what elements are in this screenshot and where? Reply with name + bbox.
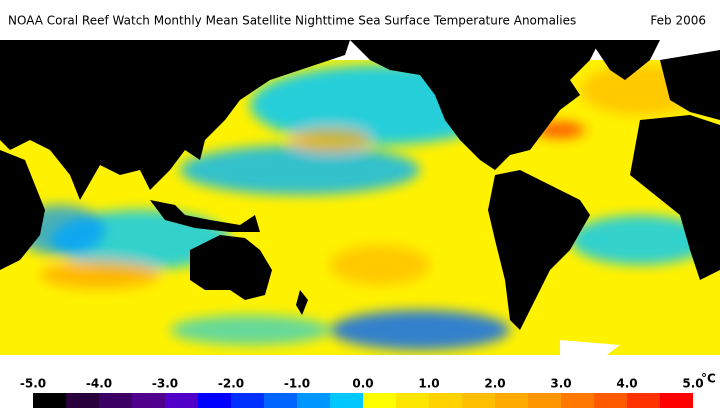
colorbar-tick-label: -1.0	[284, 377, 310, 391]
colorbar-swatch	[495, 393, 528, 408]
colorbar-tick-label: 4.0	[616, 377, 637, 391]
colorbar-swatch	[66, 393, 99, 408]
africa	[0, 150, 45, 270]
colorbar-tick-label: -5.0	[20, 377, 46, 391]
colorbar-swatch	[231, 393, 264, 408]
colorbar-swatch	[363, 393, 396, 408]
greenland	[590, 40, 660, 80]
colorbar-swatch	[660, 393, 693, 408]
colorbar-swatch	[594, 393, 627, 408]
australia	[190, 235, 272, 300]
africa-east	[630, 115, 720, 280]
colorbar-swatch	[330, 393, 363, 408]
colorbar-tick-label: 5.0	[682, 377, 703, 391]
south-america	[488, 170, 590, 330]
colorbar-swatch	[429, 393, 462, 408]
north-america	[350, 40, 600, 170]
colorbar-swatch	[198, 393, 231, 408]
colorbar-swatch	[297, 393, 330, 408]
colorbar-swatch	[264, 393, 297, 408]
colorbar-tick-label: 0.0	[352, 377, 373, 391]
colorbar-swatch	[396, 393, 429, 408]
colorbar-tick-label: -2.0	[218, 377, 244, 391]
colorbar-swatch	[561, 393, 594, 408]
colorbar-unit: °C	[701, 372, 716, 386]
colorbar-swatch	[33, 393, 66, 408]
colorbar-tick-label: 1.0	[418, 377, 439, 391]
colorbar-swatch	[132, 393, 165, 408]
map-area	[0, 40, 720, 370]
colorbar-tick-label: -3.0	[152, 377, 178, 391]
europe	[660, 50, 720, 120]
colorbar-swatch	[627, 393, 660, 408]
colorbar-swatch	[528, 393, 561, 408]
antarctic-ice	[0, 340, 720, 370]
indonesia	[150, 200, 260, 232]
colorbar-tick-label: 2.0	[484, 377, 505, 391]
anomaly-field	[5, 60, 710, 350]
new-zealand	[296, 290, 308, 315]
map-title: NOAA Coral Reef Watch Monthly Mean Satel…	[8, 14, 576, 28]
colorbar-swatch	[462, 393, 495, 408]
colorbar-tick-label: -4.0	[86, 377, 112, 391]
colorbar-tick-label: 3.0	[550, 377, 571, 391]
eurasia	[0, 40, 350, 200]
colorbar-swatch	[165, 393, 198, 408]
map-date: Feb 2006	[650, 14, 706, 28]
colorbar-swatch	[99, 393, 132, 408]
